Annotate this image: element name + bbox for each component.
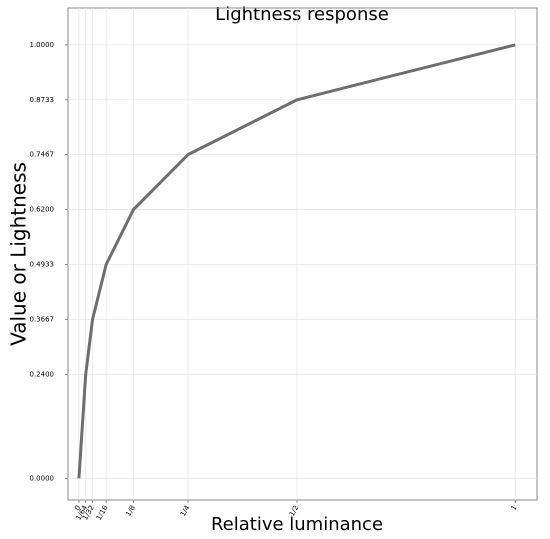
x-tick-label: 1/8 — [124, 504, 137, 518]
y-tick-label: 0.8733 — [30, 96, 55, 104]
y-tick-label: 0.4933 — [30, 260, 55, 268]
y-tick-label: 0.2400 — [30, 370, 55, 378]
y-tick-label: 0.3667 — [30, 315, 55, 323]
line — [77, 43, 516, 479]
x-tick-label: 1/4 — [179, 504, 192, 518]
y-tick-label: 0.7467 — [30, 151, 55, 159]
y-axis-label: Value or Lightness — [7, 162, 31, 346]
x-axis-label: Relative luminance — [211, 514, 383, 535]
y-tick-label: 1.0000 — [30, 41, 55, 49]
x-tick-label: 1/16 — [95, 504, 110, 522]
plot-frame — [67, 7, 538, 501]
chart-title: Lightness response — [215, 4, 389, 25]
y-tick-label: 0.0000 — [30, 474, 55, 482]
x-tick-label: 1 — [509, 504, 518, 512]
y-tick-label: 0.6200 — [30, 206, 55, 214]
x-tick-label: 0 — [73, 504, 82, 512]
